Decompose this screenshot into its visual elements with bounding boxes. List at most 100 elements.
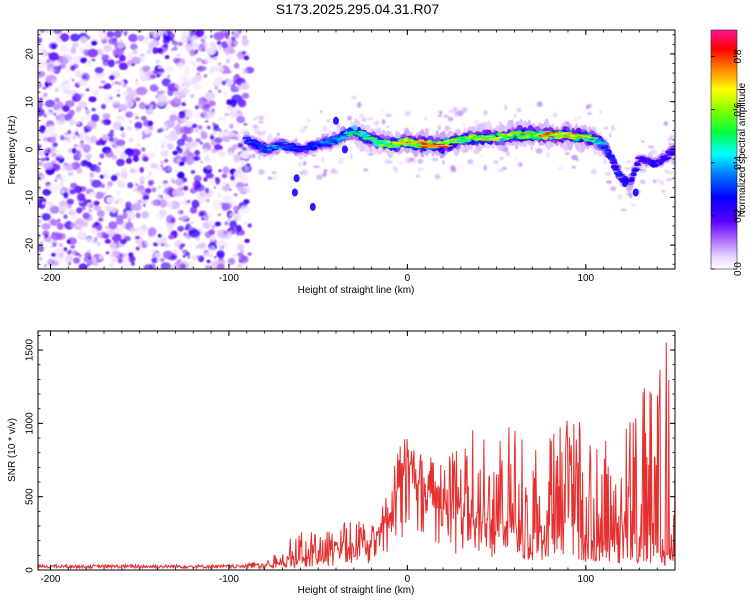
noise-blob <box>39 125 46 134</box>
noise-blob <box>109 96 113 100</box>
noise-blob <box>44 30 51 34</box>
noise-blob <box>206 125 211 130</box>
noise-blob <box>67 148 73 154</box>
noise-blob <box>218 169 222 172</box>
noise-blob <box>157 185 161 189</box>
noise-blob <box>233 40 239 46</box>
noise-blob <box>38 152 45 157</box>
noise-blob <box>55 87 59 92</box>
noise-blob <box>431 157 439 162</box>
noise-blob <box>661 190 666 193</box>
noise-blob <box>135 57 141 63</box>
noise-blob <box>80 36 88 44</box>
noise-blob <box>244 238 250 243</box>
noise-blob <box>166 65 174 73</box>
noise-blob <box>54 179 57 182</box>
track-blob <box>642 162 648 164</box>
track-blob <box>571 133 580 135</box>
noise-blob <box>175 158 181 164</box>
noise-blob <box>98 73 103 79</box>
noise-blob <box>647 145 655 149</box>
track-blob <box>443 140 450 142</box>
noise-blob <box>60 46 66 51</box>
noise-blob <box>243 123 248 126</box>
noise-blob <box>135 212 141 219</box>
noise-blob <box>184 44 193 51</box>
noise-blob <box>297 161 303 167</box>
noise-blob <box>457 110 464 117</box>
noise-blob <box>80 116 85 122</box>
noise-blob <box>222 195 232 203</box>
track-blob <box>612 168 621 171</box>
noise-blob <box>183 152 188 157</box>
snr-frame <box>37 330 676 571</box>
noise-blob <box>226 79 234 86</box>
track-blob <box>601 145 609 149</box>
noise-blob <box>79 57 88 64</box>
noise-blob <box>230 85 240 93</box>
noise-blob <box>70 245 76 249</box>
noise-blob <box>76 167 83 174</box>
noise-blob <box>311 153 317 157</box>
noise-blob <box>240 249 244 253</box>
noise-blob <box>137 184 145 192</box>
noise-blob <box>209 132 215 136</box>
noise-blob <box>114 88 118 93</box>
noise-blob <box>71 213 77 220</box>
noise-blob <box>227 131 236 138</box>
noise-blob <box>168 245 171 248</box>
noise-blob <box>148 171 152 176</box>
noise-blob <box>194 149 201 156</box>
track-blob <box>403 139 410 142</box>
noise-blob <box>126 126 133 131</box>
noise-blob <box>166 74 171 78</box>
snr-panel: -200 -100 0 100 0 500 1000 1500 Height of stra… <box>7 330 676 596</box>
noise-blob <box>298 156 303 160</box>
noise-blob <box>38 133 43 139</box>
noise-blob <box>116 94 121 97</box>
noise-blob <box>218 89 222 93</box>
noise-blob <box>142 194 150 201</box>
noise-blob <box>54 248 63 255</box>
noise-blob <box>215 65 225 73</box>
noise-blob <box>255 115 261 118</box>
noise-blob <box>128 252 134 257</box>
noise-blob <box>656 178 660 182</box>
noise-blob <box>162 190 167 194</box>
track-blob <box>383 144 388 147</box>
noise-blob <box>163 30 167 33</box>
noise-blob <box>242 68 249 74</box>
track-blob <box>304 149 309 151</box>
noise-blob <box>518 162 523 167</box>
noise-blob <box>75 252 80 256</box>
track-blob <box>426 143 433 145</box>
track-blob <box>308 143 314 146</box>
noise-blob <box>327 119 330 123</box>
noise-blob <box>89 172 95 178</box>
noise-blob <box>77 79 88 87</box>
noise-blob <box>652 179 657 184</box>
noise-blob <box>170 177 175 181</box>
noise-blob <box>434 173 441 180</box>
colorbar-tick-label: 0.2 <box>733 209 744 223</box>
noise-blob <box>104 233 110 240</box>
noise-blob <box>43 113 47 118</box>
noise-blob <box>164 158 169 163</box>
noise-blob <box>189 220 194 225</box>
noise-blob <box>216 40 222 45</box>
noise-blob <box>228 188 232 191</box>
noise-blob <box>160 161 164 164</box>
noise-blob <box>235 225 243 233</box>
snr-x-tick-label: 0 <box>405 574 411 585</box>
noise-blob <box>140 115 147 121</box>
noise-blob <box>240 82 250 90</box>
noise-blob <box>182 67 190 76</box>
noise-blob <box>610 127 616 132</box>
noise-blob <box>197 125 203 130</box>
noise-blob <box>111 81 116 86</box>
noise-blob <box>101 103 106 110</box>
noise-blob <box>91 58 96 62</box>
noise-blob <box>46 111 52 117</box>
noise-blob <box>180 200 185 205</box>
noise-blob <box>224 113 229 117</box>
